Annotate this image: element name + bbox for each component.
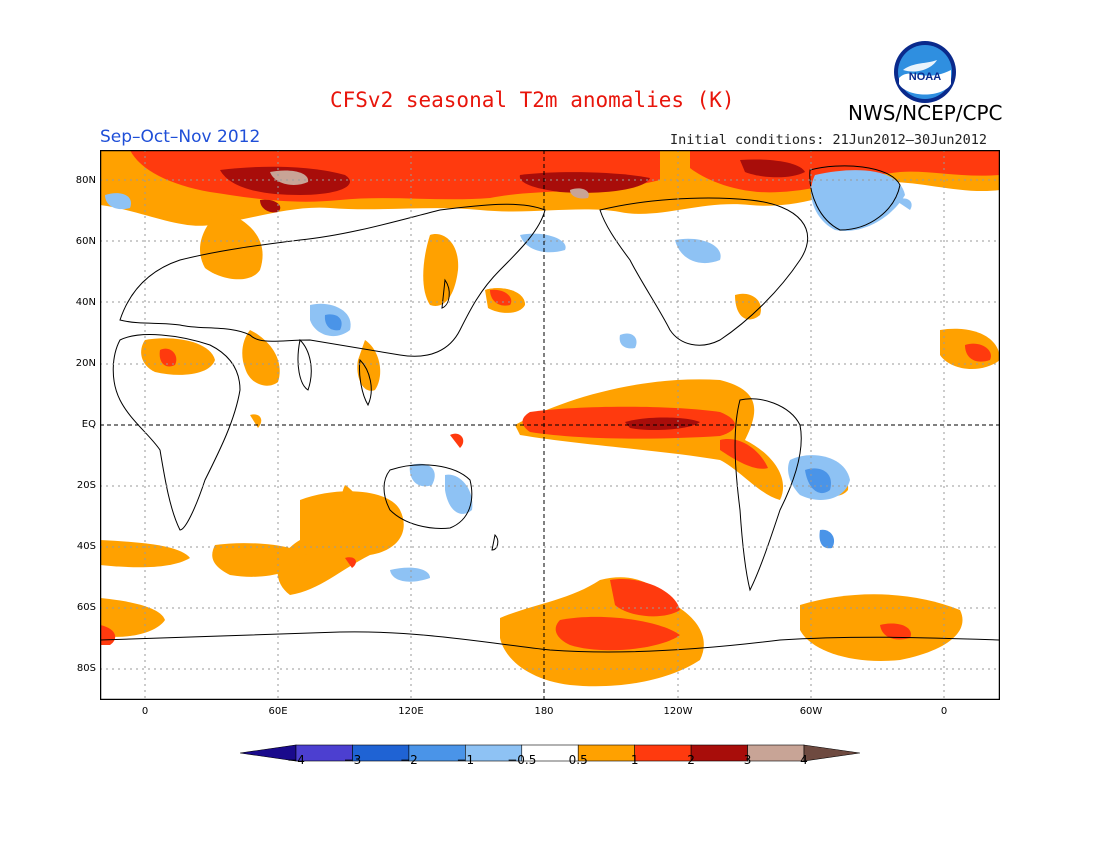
lat-label-40n: 40N [75, 297, 96, 308]
color-scale-label: −3 [343, 753, 362, 767]
anomaly-map [100, 150, 1000, 700]
color-scale-label: 1 [630, 753, 639, 767]
lon-label-0-east: 0 [940, 706, 948, 717]
agency-label: NWS/NCEP/CPC [848, 101, 1003, 125]
color-scale-max-arrow [803, 744, 860, 762]
lon-label-60w: 60W [799, 706, 823, 717]
color-scale-label: 3 [743, 753, 752, 767]
lat-label-60s: 60S [76, 602, 96, 613]
noaa-logo: NOAA [894, 41, 956, 103]
lat-label-60n: 60N [75, 236, 96, 247]
map-frame [100, 150, 1000, 700]
lat-label-20s: 20S [76, 480, 96, 491]
color-scale-label: −2 [400, 753, 418, 767]
lat-lon-grid [100, 150, 1000, 700]
forecast-period: Sep–Oct–Nov 2012 [100, 127, 261, 147]
lat-label-40s: 40S [76, 541, 96, 552]
initial-conditions-text: Initial conditions: 21Jun2012–30Jun2012 [670, 132, 987, 148]
map-title: CFSv2 seasonal T2m anomalies (K) [330, 88, 735, 112]
lat-label-20n: 20N [75, 358, 96, 369]
lat-label-80s: 80S [76, 663, 96, 674]
equator-dateline [100, 150, 1000, 700]
lat-label-80n: 80N [75, 175, 96, 186]
color-scale-label: −4 [287, 753, 305, 767]
lat-label-eq: EQ [81, 419, 96, 430]
lon-label-120w: 120W [663, 706, 693, 717]
color-scale-label: 2 [687, 753, 695, 767]
color-scale-label: 4 [800, 753, 808, 767]
color-scale-label: −0.5 [507, 753, 537, 767]
color-scale-label: −1 [456, 753, 475, 767]
lon-label-180: 180 [534, 706, 554, 717]
noaa-logo-text: NOAA [909, 71, 941, 83]
warm-extreme-anomalies [270, 170, 589, 199]
color-scale-label: 0.5 [568, 753, 588, 767]
lon-label-0-west: 0 [141, 706, 149, 717]
lon-label-120e: 120E [398, 706, 424, 717]
color-scale-bar [240, 744, 860, 762]
lon-label-60e: 60E [268, 706, 288, 717]
